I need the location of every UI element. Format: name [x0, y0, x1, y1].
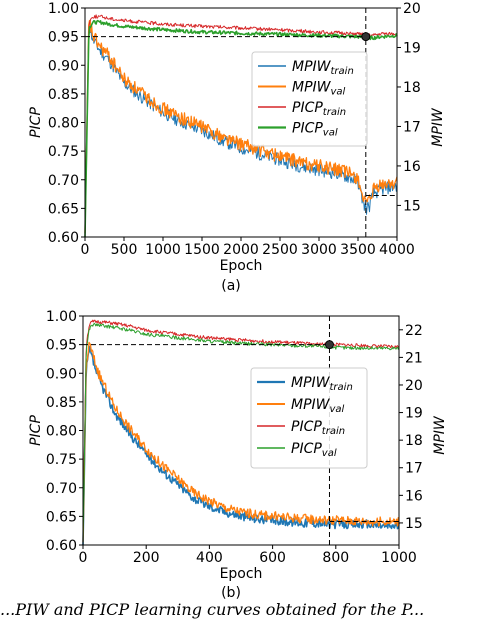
- x-tick-label: 200: [133, 550, 160, 566]
- y-left-tick-label: 0.75: [48, 144, 79, 160]
- y-left-tick-label: 0.60: [46, 538, 77, 554]
- y-left-tick-label: 0.80: [46, 424, 77, 440]
- selected-epoch-point: [324, 340, 334, 350]
- y-right-tick-label: 15: [403, 198, 421, 214]
- y-left-tick-label: 0.80: [48, 116, 79, 132]
- x-tick-label: 3500: [340, 242, 376, 258]
- y-right-tick-label: 20: [403, 1, 421, 17]
- y-left-tick-label: 0.85: [48, 87, 79, 103]
- x-tick-label: 0: [81, 242, 90, 258]
- legend-label: MPIWval: [292, 80, 346, 98]
- x-tick-label: 800: [322, 550, 349, 566]
- x-axis-label: Epoch: [220, 566, 263, 582]
- y-left-axis-label: PICP: [28, 415, 44, 446]
- panel-label: (b): [221, 585, 241, 600]
- legend-label: PICPval: [291, 441, 337, 459]
- chart-panel-a: 0 500 1000 1500 2000 2500 3000 3500 4000 0.60 0.65…: [28, 1, 446, 294]
- y-left-tick-label: 0.70: [46, 481, 77, 497]
- x-tick-label: 2000: [223, 242, 259, 258]
- y-left-tick-label: 0.65: [48, 201, 79, 217]
- x-tick-label: 500: [111, 242, 138, 258]
- y-right-tick-label: 22: [405, 323, 423, 339]
- y-left-tick-label: 0.95: [46, 338, 77, 354]
- series-line-picp-val: [84, 19, 398, 238]
- y-right-tick-label: 16: [405, 488, 423, 504]
- y-left-tick-label: 1.00: [46, 309, 77, 325]
- y-left-tick-label: 0.75: [46, 452, 77, 468]
- y-right-tick-label: 16: [403, 159, 421, 175]
- y-left-tick-label: 0.60: [48, 230, 79, 246]
- y-left-tick-label: 0.90: [46, 366, 77, 382]
- legend-box: [251, 51, 368, 147]
- figure: 0 500 1000 1500 2000 2500 3000 3500 40000.600.65…: [28, 1, 448, 600]
- series-line-picp-train: [84, 14, 398, 226]
- y-right-tick-label: 20: [405, 378, 423, 394]
- y-right-axis-label: MPIW: [430, 107, 446, 147]
- x-tick-label: 0: [79, 550, 88, 566]
- y-right-tick-label: 21: [405, 350, 423, 366]
- y-right-tick-label: 17: [405, 461, 423, 477]
- series-line-picp-val: [82, 322, 400, 546]
- y-right-tick-label: 19: [405, 406, 423, 422]
- x-tick-label: 1000: [381, 550, 417, 566]
- series-line-mpiw-val: [82, 341, 400, 543]
- y-left-tick-label: 0.70: [48, 173, 79, 189]
- y-right-tick-label: 17: [403, 119, 421, 135]
- chart-panel-b: 0 200 400 600 800 1000 0.60 0.65 0.70 0.75 0.80 0.8…: [28, 309, 448, 600]
- x-tick-label: 1500: [184, 242, 220, 258]
- legend-label: PICPval: [292, 121, 338, 139]
- y-right-axis-label: MPIW: [432, 415, 448, 455]
- legend-label: MPIWval: [291, 397, 345, 415]
- x-axis-label: Epoch: [220, 258, 263, 274]
- x-tick-label: 4000: [379, 242, 415, 258]
- series-line-picp-train: [82, 319, 400, 534]
- x-tick-label: 3000: [301, 242, 337, 258]
- x-tick-label: 400: [196, 550, 223, 566]
- y-right-tick-label: 19: [403, 40, 421, 56]
- panel-label: (a): [221, 278, 241, 294]
- legend-label: MPIWtrain: [291, 375, 353, 393]
- legend-label: MPIWtrain: [292, 59, 354, 77]
- y-right-tick-label: 18: [403, 80, 421, 96]
- x-tick-label: 600: [259, 550, 286, 566]
- y-left-tick-label: 1.00: [48, 1, 79, 17]
- legend-label: PICPtrain: [292, 100, 346, 118]
- y-left-axis-label: PICP: [28, 107, 44, 138]
- legend-box: [250, 367, 368, 469]
- y-left-tick-label: 0.95: [48, 30, 79, 46]
- selected-epoch-point: [361, 32, 371, 42]
- y-right-tick-label: 15: [405, 516, 423, 532]
- y-left-tick-label: 0.85: [46, 395, 77, 411]
- figure-caption: ...PIW and PICP learning curves obtained…: [0, 600, 425, 619]
- legend-label: PICPtrain: [291, 419, 345, 437]
- y-left-tick-label: 0.90: [48, 58, 79, 74]
- y-right-tick-label: 18: [405, 433, 423, 449]
- x-tick-label: 2500: [262, 242, 298, 258]
- y-left-tick-label: 0.65: [46, 509, 77, 525]
- x-tick-label: 1000: [145, 242, 181, 258]
- series-line-mpiw-val: [84, 19, 398, 234]
